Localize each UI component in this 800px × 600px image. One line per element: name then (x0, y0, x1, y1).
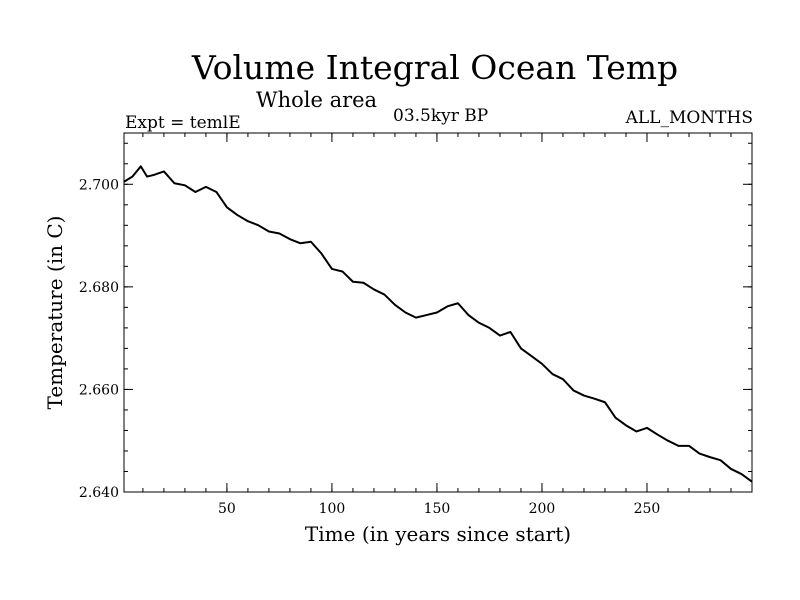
y-tick-label: 2.660 (79, 382, 119, 398)
x-axis-label: Time (in years since start) (305, 522, 571, 546)
months-label: ALL_MONTHS (625, 108, 753, 128)
x-tick-label: 100 (319, 501, 346, 517)
plot-frame (123, 132, 753, 493)
y-axis-label: Temperature (in C) (43, 216, 67, 410)
x-tick-label: 150 (424, 501, 451, 517)
x-tick-label: 250 (634, 501, 661, 517)
period-label: 03.5kyr BP (393, 106, 489, 126)
y-tick-label: 2.640 (79, 485, 119, 501)
y-tick-label: 2.680 (79, 280, 119, 296)
experiment-label: Expt = temlE (125, 113, 241, 133)
y-tick-label: 2.700 (79, 177, 119, 193)
chart-title: Volume Integral Ocean Temp (191, 48, 679, 87)
series-line (123, 165, 753, 483)
chart-subtitle: Whole area (256, 88, 378, 112)
x-tick-label: 50 (218, 501, 236, 517)
x-tick-label: 200 (529, 501, 556, 517)
